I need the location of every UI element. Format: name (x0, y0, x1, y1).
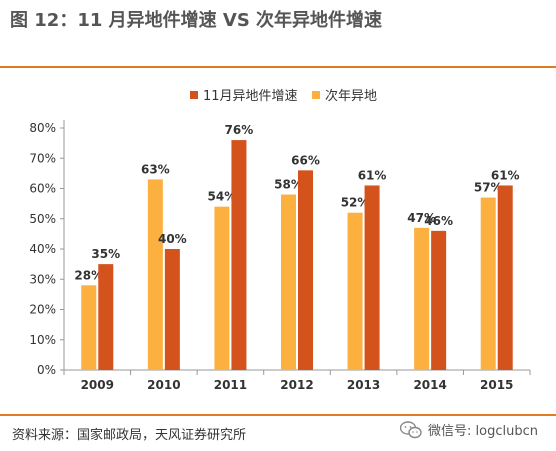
data-label: 40% (158, 232, 187, 246)
bar-next-year-intercity (214, 206, 230, 370)
data-label: 54% (208, 190, 237, 204)
bar-next-year-intercity (281, 194, 296, 370)
legend-label: 次年异地 (325, 88, 377, 104)
bar-next-year-intercity (147, 179, 163, 370)
data-label: 47% (407, 211, 436, 225)
data-label: 61% (491, 168, 520, 182)
bar-nov-intercity-growth (364, 185, 380, 370)
top-divider (0, 66, 556, 68)
y-tick-label: 10% (29, 333, 56, 347)
bar-next-year-intercity (480, 197, 496, 370)
data-label: 52% (341, 196, 370, 210)
legend-swatch (312, 91, 320, 99)
y-tick-label: 50% (29, 212, 56, 226)
y-tick-label: 80% (29, 121, 56, 135)
bottom-divider (0, 414, 556, 416)
bar-chart: 0% 10% 20% 30% 40% 50% 60% 70% 80% 28% 35% 2009 63% 4… (29, 88, 531, 392)
y-tick-label: 40% (29, 242, 56, 256)
bar-nov-intercity-growth (98, 264, 114, 370)
bar-nov-intercity-growth (298, 170, 313, 370)
x-tick-label: 2012 (280, 378, 313, 392)
wechat-watermark: 微信号: logclubcn (400, 420, 538, 439)
data-label: 35% (91, 247, 120, 261)
source-note: 资料来源：国家邮政局，天风证券研究所 (12, 428, 247, 443)
x-tick-label: 2015 (480, 378, 513, 392)
bar-nov-intercity-growth (497, 185, 513, 370)
x-tick-label: 2009 (81, 378, 114, 392)
x-tick-label: 2011 (214, 378, 247, 392)
bar-nov-intercity-growth (231, 140, 247, 370)
y-tick-label: 70% (29, 151, 56, 165)
bar-next-year-intercity (414, 227, 430, 370)
data-label: 66% (291, 153, 320, 167)
data-label: 28% (74, 268, 103, 282)
y-tick-label: 30% (29, 272, 56, 286)
data-label: 57% (474, 181, 503, 195)
data-label: 46% (424, 214, 453, 228)
y-tick-label: 20% (29, 303, 56, 317)
x-tick-label: 2010 (147, 378, 180, 392)
bar-next-year-intercity (81, 285, 97, 370)
legend-swatch (190, 91, 198, 99)
bar-nov-intercity-growth (431, 230, 447, 370)
x-tick-label: 2014 (413, 378, 446, 392)
y-tick-label: 60% (29, 182, 56, 196)
data-label: 63% (141, 162, 170, 176)
data-label: 58% (274, 178, 303, 192)
y-tick-label: 0% (37, 363, 56, 377)
bar-nov-intercity-growth (164, 249, 180, 370)
wechat-id: 微信号: logclubcn (428, 424, 538, 439)
x-tick-label: 2013 (347, 378, 380, 392)
figure-title: 图 12：11 月异地件增速 VS 次年异地件增速 (10, 10, 383, 31)
bar-next-year-intercity (347, 212, 363, 370)
data-label: 61% (358, 168, 387, 182)
data-label: 76% (225, 123, 254, 137)
wechat-icon (400, 420, 422, 438)
legend-label: 11月异地件增速 (203, 89, 298, 104)
